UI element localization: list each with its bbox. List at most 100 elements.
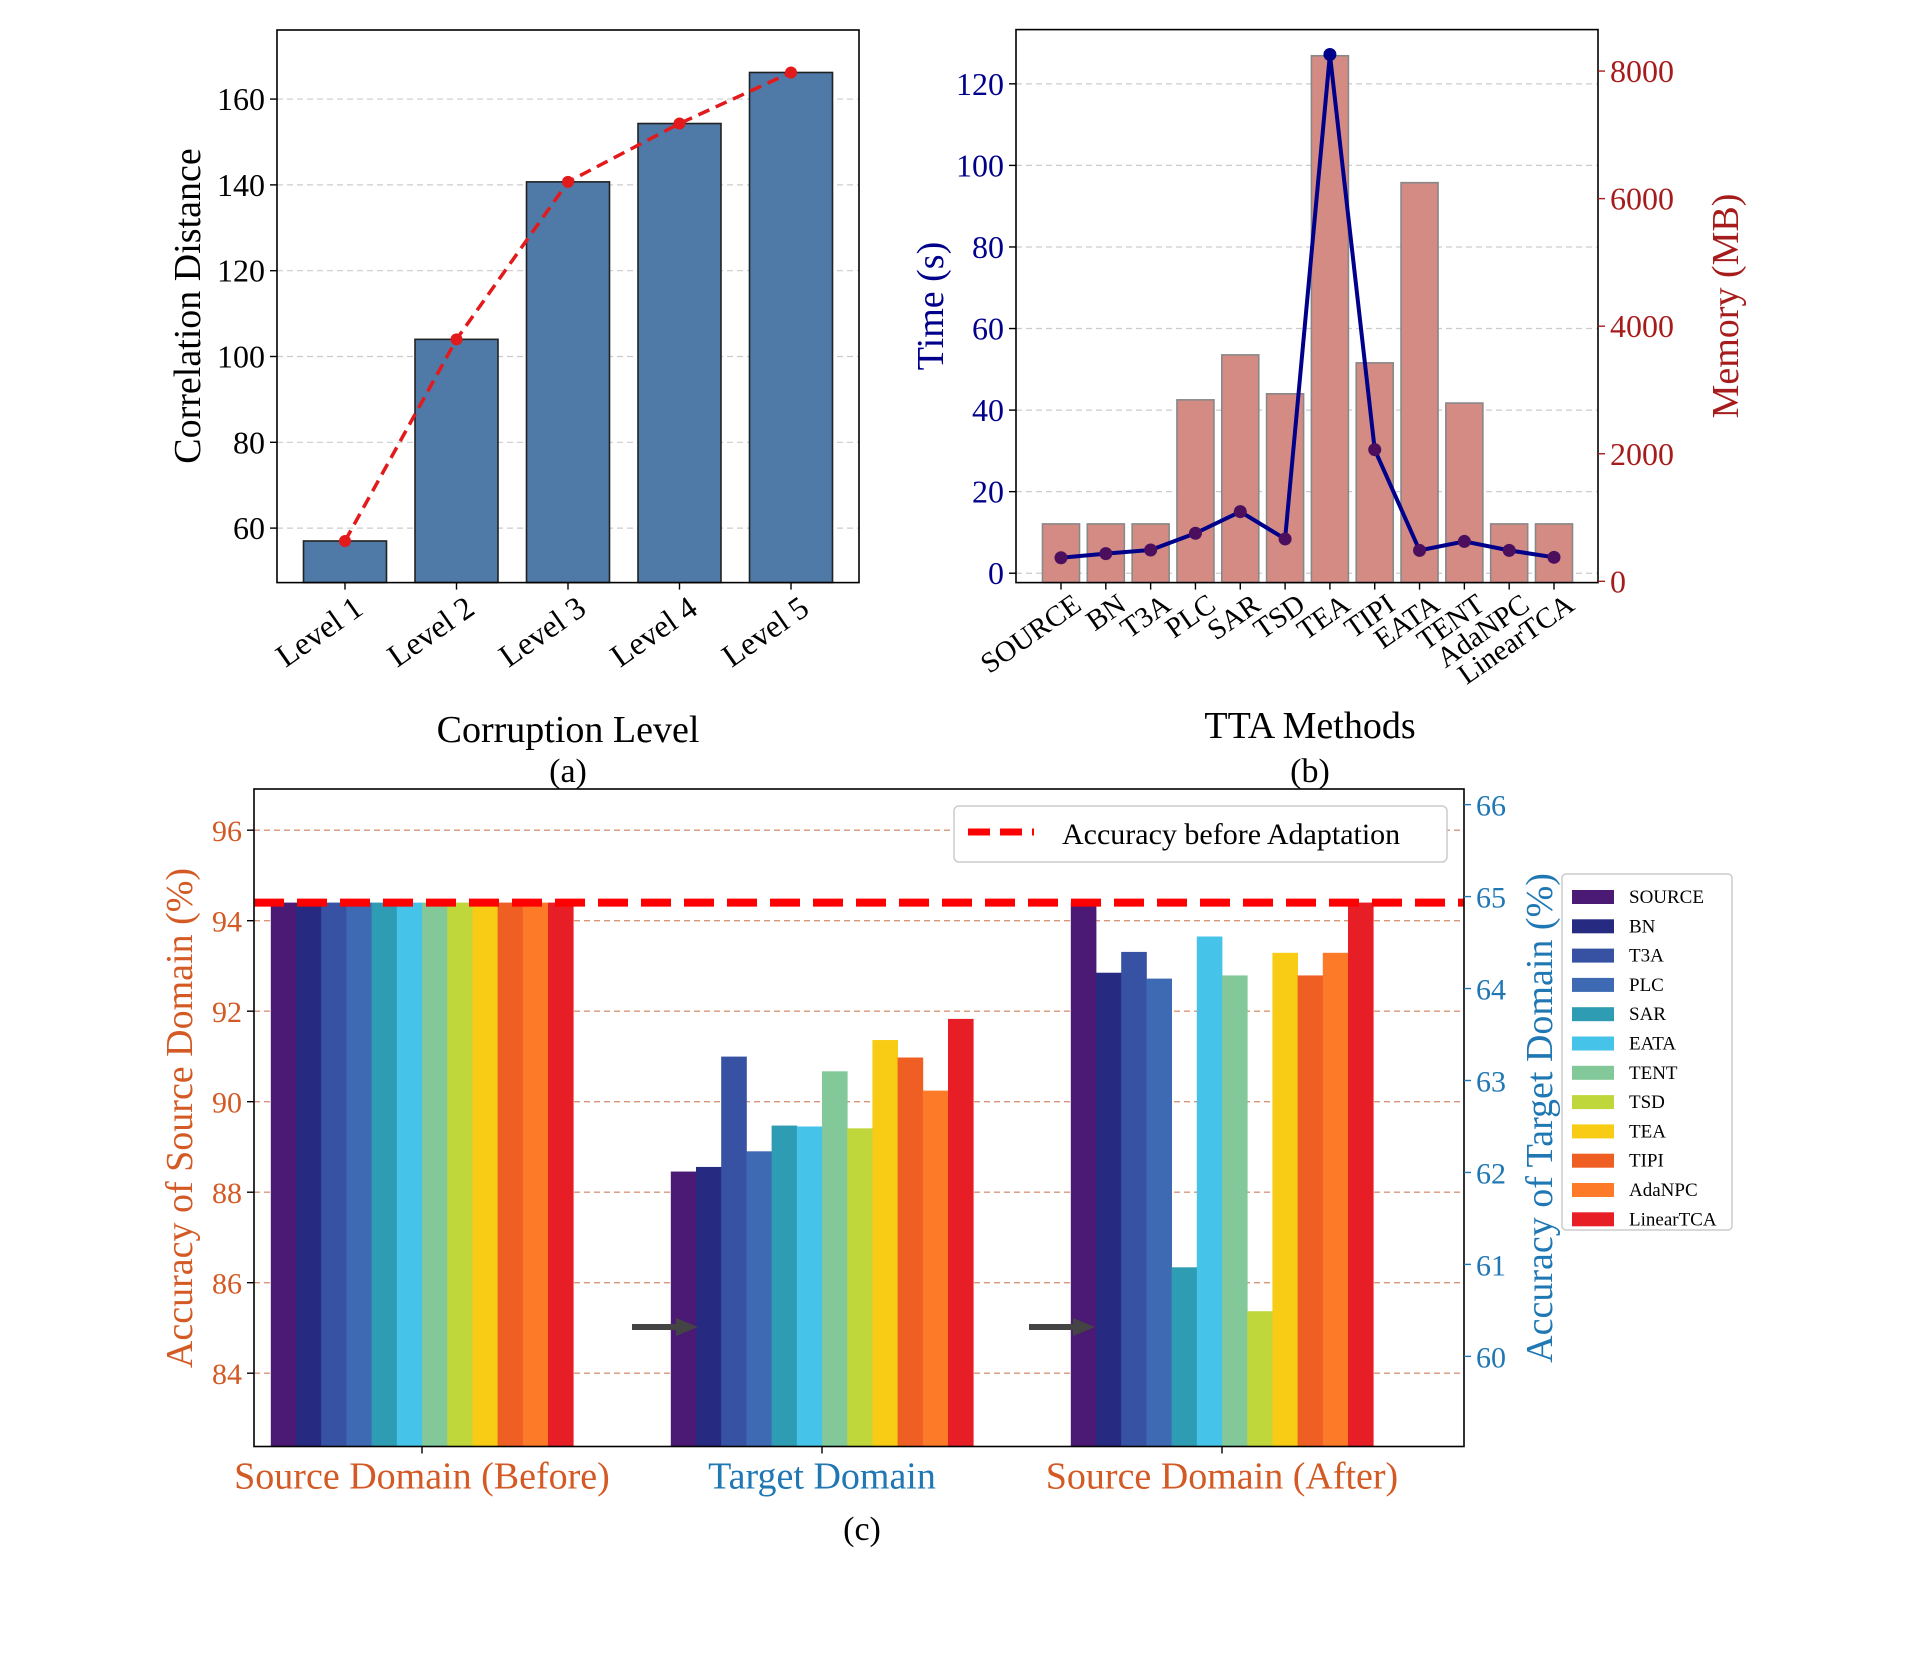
method-legend: SOURCE BN T3A PLC SAR EATA TENT TSD TEA TIPI AdaNP… [1561, 873, 1733, 1231]
x-tick-label: Level 5 [715, 589, 815, 674]
reference-legend: Accuracy before Adaptation [953, 805, 1448, 863]
method-legend-box [1561, 873, 1733, 1231]
y-tick-label: 120 [217, 253, 265, 289]
time-point [1188, 526, 1202, 540]
bar-t3a [721, 1056, 747, 1447]
trend-point [450, 333, 463, 346]
legend-label: AdaNPC [1629, 1180, 1698, 1201]
group-label: Source Domain (After) [1046, 1456, 1398, 1498]
legend-label: TENT [1629, 1063, 1678, 1084]
time-point [1323, 47, 1337, 61]
time-point [1457, 534, 1471, 548]
bar-bn [696, 1166, 722, 1447]
legend-swatch-tipi [1572, 1153, 1614, 1168]
y-tick-label-right: 4000 [1610, 308, 1674, 344]
trend-point [339, 534, 351, 547]
time-point [1413, 543, 1427, 557]
bar-level-3 [525, 181, 611, 584]
y-tick-label-left: 20 [972, 474, 1004, 510]
y-tick-label-right: 2000 [1610, 436, 1674, 472]
panel-b-frame [1015, 28, 1599, 584]
bar-level-5 [748, 71, 834, 584]
memory-bar-sar [1220, 354, 1260, 584]
bar-plc [746, 1151, 772, 1447]
y-tick-label-left: 0 [988, 555, 1004, 591]
bar-tent [1222, 975, 1248, 1447]
bar-tea [472, 902, 498, 1447]
bar-lineartca [948, 1018, 974, 1447]
bar-adanpc [1322, 952, 1349, 1447]
group-label: Target Domain [708, 1456, 936, 1498]
arrow-right-icon [632, 1318, 698, 1336]
panel-c-caption: (c) [843, 1511, 881, 1548]
legend-label: LinearTCA [1629, 1209, 1717, 1230]
legend-swatch-sar [1572, 1007, 1614, 1022]
x-tick-label: Level 4 [604, 589, 704, 674]
y-tick-label-left: 92 [212, 996, 242, 1029]
legend-label: SAR [1629, 1004, 1666, 1025]
bar-bn [1096, 972, 1122, 1447]
y-tick-label-left: 80 [972, 229, 1004, 265]
bar-plc [346, 902, 372, 1447]
panel-c-frame [253, 788, 1465, 1448]
y-tick-label-left: 60 [972, 311, 1004, 347]
y-tick-label-right: 8000 [1610, 53, 1674, 89]
y-tick-label-right: 6000 [1610, 181, 1674, 217]
legend-label: T3A [1629, 946, 1664, 967]
bar-eata [796, 1126, 823, 1447]
legend-swatch-tsd [1572, 1095, 1614, 1110]
y-tick-label-left: 100 [956, 147, 1004, 183]
bar-t3a [321, 902, 347, 1447]
bar-tipi [1297, 975, 1324, 1447]
memory-bar-eata [1400, 181, 1439, 584]
y-tick-label-right: 61 [1476, 1249, 1506, 1282]
y-tick-label-left: 90 [212, 1087, 242, 1120]
bar-eata [396, 902, 423, 1447]
legend-swatch-bn [1572, 919, 1614, 934]
y-tick-label-right: 64 [1476, 974, 1506, 1007]
y-tick-label-right: 66 [1476, 790, 1506, 823]
panel-a-caption: (a) [549, 753, 587, 790]
bar-sar [771, 1125, 798, 1447]
legend-label: TSD [1629, 1092, 1665, 1113]
y-tick-label-left: 88 [212, 1177, 242, 1210]
bar-sar [1171, 1267, 1198, 1447]
y-tick-label-left: 86 [212, 1268, 242, 1301]
bar-eata [1196, 936, 1223, 1447]
bar-tent [422, 902, 448, 1447]
x-tick-label: Level 3 [492, 589, 592, 674]
y-tick-label: 80 [233, 424, 265, 460]
bar-tsd [1247, 1311, 1273, 1447]
legend-swatch-adanpc [1572, 1183, 1614, 1197]
legend-label: TIPI [1629, 1151, 1664, 1172]
legend-label: TEA [1629, 1121, 1666, 1142]
bar-tipi [497, 902, 524, 1447]
bar-bn [296, 902, 322, 1447]
time-point [1054, 551, 1068, 565]
y-tick-label: 160 [217, 81, 265, 117]
y-tick-label-left: 40 [972, 392, 1004, 428]
bar-tsd [847, 1128, 873, 1447]
bar-t3a [1121, 951, 1147, 1447]
panel-b-caption: (b) [1290, 753, 1330, 790]
memory-bar-tea [1310, 54, 1350, 584]
legend-label: BN [1629, 916, 1656, 937]
time-point [1099, 547, 1113, 561]
bar-tipi [897, 1057, 924, 1447]
bar-source [670, 1171, 697, 1447]
bar-source [270, 902, 297, 1447]
panel-b-xlabel: TTA Methods [1204, 705, 1415, 747]
x-tick-label: Level 2 [381, 589, 481, 674]
legend-swatch-source [1572, 890, 1614, 904]
arrow-right-icon [1029, 1318, 1095, 1336]
memory-bar-plc [1176, 399, 1215, 584]
panel-c-ylabel-right: Accuracy of Target Domain (%) [1519, 873, 1561, 1363]
time-point [1368, 443, 1382, 457]
bar-tent [822, 1071, 848, 1447]
y-tick-label: 100 [217, 338, 265, 374]
panel-c-ylabel-left: Accuracy of Source Domain (%) [159, 868, 201, 1368]
legend-label: EATA [1629, 1034, 1676, 1055]
memory-bar-tipi [1355, 362, 1395, 584]
legend-label: SOURCE [1629, 887, 1704, 908]
